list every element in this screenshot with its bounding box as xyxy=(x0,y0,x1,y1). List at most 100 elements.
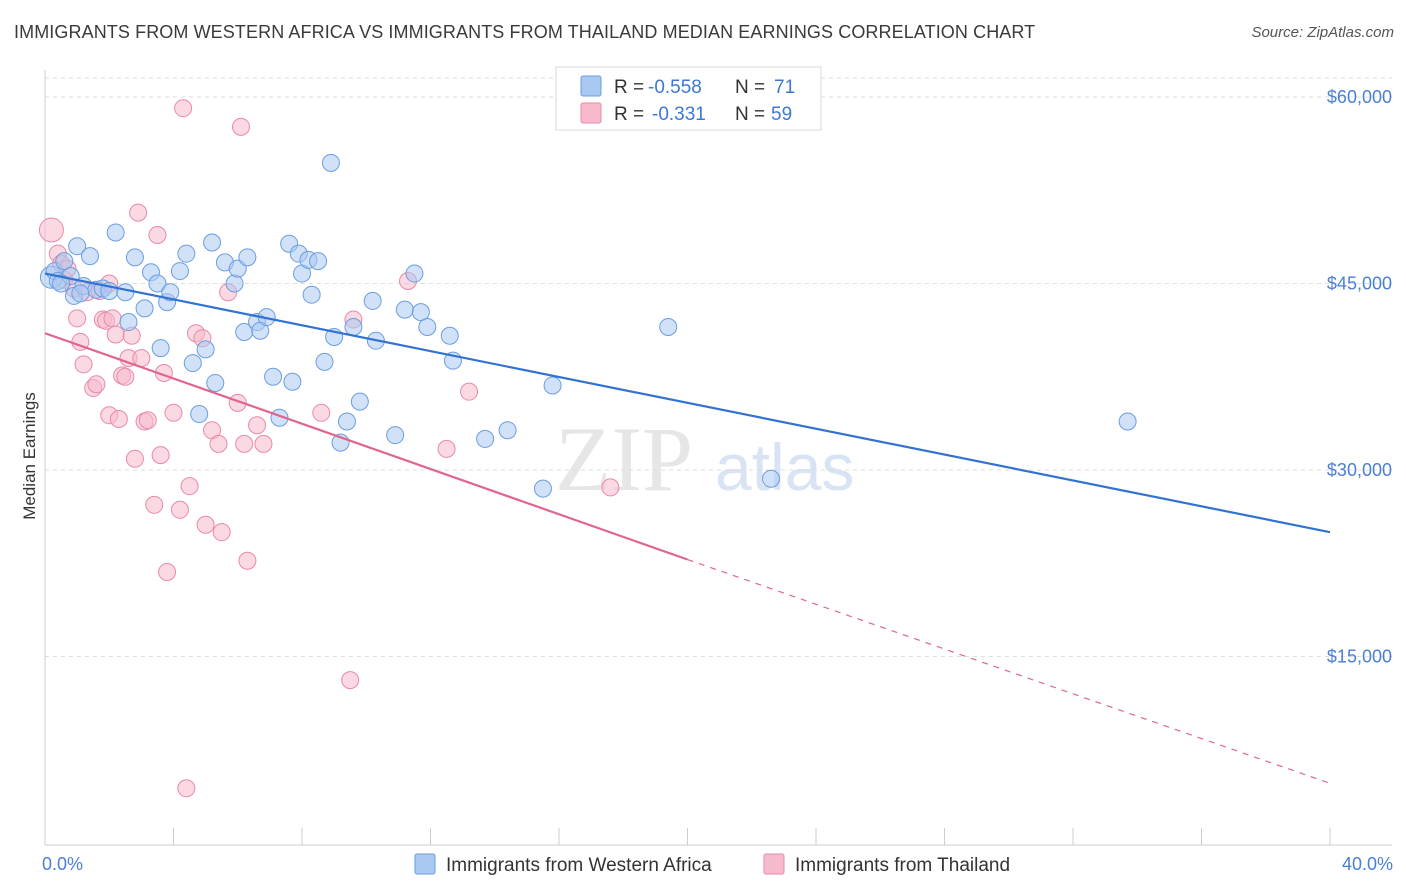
point-western-africa-40 xyxy=(283,372,302,391)
point-western-africa-8 xyxy=(80,247,99,266)
point-thailand-33 xyxy=(164,403,183,422)
point-thailand-23 xyxy=(125,449,144,468)
point-thailand-47 xyxy=(238,551,257,570)
point-thailand-24 xyxy=(129,203,148,222)
legend-n-label-2: N = xyxy=(735,104,765,125)
point-western-africa-18 xyxy=(148,274,167,293)
point-thailand-28 xyxy=(145,495,164,514)
point-thailand-50 xyxy=(312,403,331,422)
point-western-africa-58 xyxy=(411,303,430,322)
point-thailand-51 xyxy=(341,671,360,690)
point-western-africa-16 xyxy=(135,299,154,318)
point-thailand-57 xyxy=(177,779,196,798)
series-thailand-points xyxy=(38,99,620,798)
point-western-africa-57 xyxy=(405,264,424,283)
point-western-africa-50 xyxy=(337,412,356,431)
point-western-africa-63 xyxy=(498,421,517,440)
point-thailand-35 xyxy=(174,99,193,118)
point-thailand-42 xyxy=(212,523,231,542)
point-western-africa-46 xyxy=(315,352,334,371)
trend-line-thailand-extension xyxy=(687,558,1331,784)
stats-legend: R = -0.558 N = 71 R = -0.331 N = 59 xyxy=(555,66,822,131)
point-thailand-56 xyxy=(601,478,620,497)
point-western-africa-51 xyxy=(344,318,363,337)
trend-line-thailand xyxy=(44,332,688,561)
point-thailand-46 xyxy=(235,434,254,453)
point-thailand-39 xyxy=(196,515,215,534)
point-western-africa-37 xyxy=(264,367,283,386)
point-western-africa-67 xyxy=(762,469,781,488)
legend-r-label-1: R = xyxy=(614,77,644,98)
point-western-africa-47 xyxy=(321,153,340,172)
trend-lines xyxy=(44,272,1331,784)
series-legend: Immigrants from Western Africa Immigrant… xyxy=(414,853,1010,876)
point-western-africa-52 xyxy=(350,392,369,411)
point-thailand-29 xyxy=(148,226,167,245)
point-thailand-17 xyxy=(106,325,125,344)
point-thailand-11 xyxy=(87,375,106,394)
point-western-africa-25 xyxy=(190,405,209,424)
x-tick-label-1: 40.0% xyxy=(1342,854,1393,874)
trend-line-western-africa xyxy=(44,272,1331,534)
point-western-africa-12 xyxy=(106,223,125,242)
point-western-africa-30 xyxy=(225,274,244,293)
point-western-africa-21 xyxy=(161,283,180,302)
point-western-africa-60 xyxy=(440,326,459,345)
point-western-africa-28 xyxy=(206,373,225,392)
point-thailand-49 xyxy=(254,434,273,453)
point-thailand-32 xyxy=(158,562,177,581)
point-thailand-6 xyxy=(68,309,87,328)
y-axis-label: Median Earnings xyxy=(20,392,39,520)
point-western-africa-27 xyxy=(203,233,222,252)
point-western-africa-55 xyxy=(386,426,405,445)
point-thailand-54 xyxy=(437,439,456,458)
point-western-africa-44 xyxy=(302,285,321,304)
point-western-africa-19 xyxy=(151,339,170,358)
point-western-africa-26 xyxy=(196,340,215,359)
point-thailand-41 xyxy=(209,434,228,453)
point-western-africa-23 xyxy=(177,244,196,263)
point-thailand-55 xyxy=(460,382,479,401)
point-western-africa-15 xyxy=(125,248,144,267)
legend-n-label-1: N = xyxy=(735,77,765,98)
point-thailand-48 xyxy=(248,416,267,435)
point-western-africa-33 xyxy=(238,248,257,267)
legend-r-label-2: R = xyxy=(614,104,644,125)
y-tick-label-3: $60,000 xyxy=(1327,87,1392,107)
bottom-legend-label-2: Immigrants from Thailand xyxy=(795,855,1010,876)
bottom-legend-swatch-blue xyxy=(414,853,436,875)
point-western-africa-66 xyxy=(659,318,678,337)
point-thailand-0 xyxy=(38,217,64,243)
watermark-zip: ZIP xyxy=(555,408,693,510)
point-thailand-16 xyxy=(103,309,122,328)
point-western-africa-70 xyxy=(71,284,90,303)
legend-swatch-blue xyxy=(580,75,602,97)
point-thailand-34 xyxy=(170,500,189,519)
point-western-africa-56 xyxy=(395,300,414,319)
y-tick-label-0: $15,000 xyxy=(1327,647,1392,667)
point-western-africa-14 xyxy=(119,313,138,332)
point-western-africa-3 xyxy=(55,252,74,271)
legend-r-value-1: -0.558 xyxy=(648,77,702,98)
point-western-africa-69 xyxy=(52,274,71,293)
point-western-africa-22 xyxy=(170,262,189,281)
point-western-africa-59 xyxy=(418,318,437,337)
series-western-africa-points xyxy=(39,153,1137,498)
y-tick-label-2: $45,000 xyxy=(1327,274,1392,294)
tick-labels: $15,000 $30,000 $45,000 $60,000 0.0% 40.0% xyxy=(42,87,1393,874)
source-label: Source: ZipAtlas.com xyxy=(1251,24,1394,41)
point-thailand-20 xyxy=(116,367,135,386)
point-western-africa-65 xyxy=(543,376,562,395)
x-tick-label-0: 0.0% xyxy=(42,854,83,874)
legend-swatch-pink xyxy=(580,102,602,124)
axes xyxy=(44,70,1392,846)
point-western-africa-6 xyxy=(68,237,87,256)
point-western-africa-24 xyxy=(183,354,202,373)
y-tick-label-1: $30,000 xyxy=(1327,460,1392,480)
point-western-africa-45 xyxy=(309,252,328,271)
legend-r-value-2: -0.331 xyxy=(652,104,706,125)
point-western-africa-64 xyxy=(533,479,552,498)
bottom-legend-swatch-pink xyxy=(763,853,785,875)
legend-n-value-2: 59 xyxy=(771,104,792,125)
